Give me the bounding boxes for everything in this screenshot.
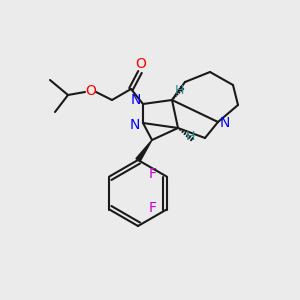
Text: N: N bbox=[131, 93, 141, 107]
Text: H: H bbox=[185, 130, 195, 143]
Text: F: F bbox=[148, 200, 157, 214]
Text: N: N bbox=[220, 116, 230, 130]
Polygon shape bbox=[136, 140, 152, 161]
Text: N: N bbox=[130, 118, 140, 132]
Text: H: H bbox=[174, 85, 184, 98]
Text: O: O bbox=[85, 84, 96, 98]
Text: F: F bbox=[148, 167, 157, 182]
Text: O: O bbox=[136, 57, 146, 71]
